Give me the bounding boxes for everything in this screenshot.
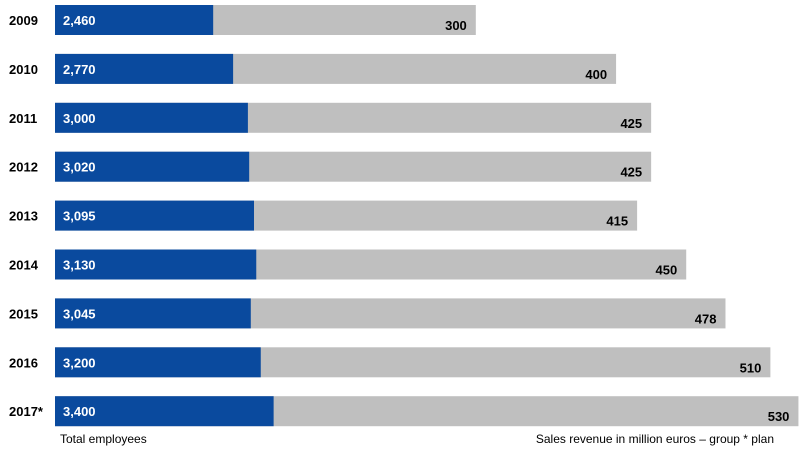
legend-revenue: Sales revenue in million euros – group *… xyxy=(535,432,774,446)
year-label: 2014 xyxy=(9,258,39,273)
revenue-value-label: 425 xyxy=(620,116,642,131)
revenue-value-label: 400 xyxy=(585,67,607,82)
employee-value-label: 3,045 xyxy=(63,306,96,321)
employee-bar xyxy=(55,151,250,182)
year-label: 2011 xyxy=(9,111,37,126)
employee-bar xyxy=(55,200,255,231)
year-label: 2010 xyxy=(9,62,38,77)
employee-value-label: 3,095 xyxy=(63,209,96,224)
employee-bar xyxy=(55,396,274,427)
year-label: 2017* xyxy=(9,404,44,419)
employee-bar xyxy=(55,249,257,280)
employee-bar xyxy=(55,347,261,378)
revenue-value-label: 300 xyxy=(445,18,467,33)
year-label: 2012 xyxy=(9,160,38,175)
employee-value-label: 3,130 xyxy=(63,258,96,273)
legend-employees: Total employees xyxy=(60,432,147,446)
year-label: 2016 xyxy=(9,355,38,370)
revenue-value-label: 478 xyxy=(695,311,717,326)
employee-value-label: 2,460 xyxy=(63,13,96,28)
revenue-value-label: 510 xyxy=(740,360,762,375)
employee-value-label: 3,400 xyxy=(63,404,96,419)
employee-value-label: 3,200 xyxy=(63,355,96,370)
revenue-value-label: 415 xyxy=(606,214,628,229)
revenue-value-label: 425 xyxy=(620,165,642,180)
employee-value-label: 3,000 xyxy=(63,111,96,126)
employee-bar xyxy=(55,53,234,84)
year-label: 2009 xyxy=(9,13,38,28)
employee-bar xyxy=(55,298,251,329)
revenue-value-label: 530 xyxy=(768,409,790,424)
employee-value-label: 3,020 xyxy=(63,160,96,175)
revenue-value-label: 450 xyxy=(656,263,678,278)
employee-value-label: 2,770 xyxy=(63,62,96,77)
year-label: 2013 xyxy=(9,209,38,224)
employee-bar xyxy=(55,5,214,35)
employee-bar xyxy=(55,102,248,133)
year-label: 2015 xyxy=(9,306,38,321)
